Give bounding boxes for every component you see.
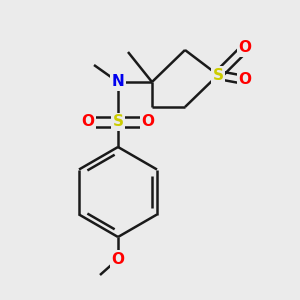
Text: O: O: [112, 251, 124, 266]
Text: S: S: [212, 68, 224, 82]
Text: O: O: [142, 115, 154, 130]
Text: O: O: [238, 73, 251, 88]
Text: O: O: [82, 115, 94, 130]
Text: O: O: [238, 40, 251, 56]
Text: S: S: [112, 115, 124, 130]
Text: N: N: [112, 74, 124, 89]
